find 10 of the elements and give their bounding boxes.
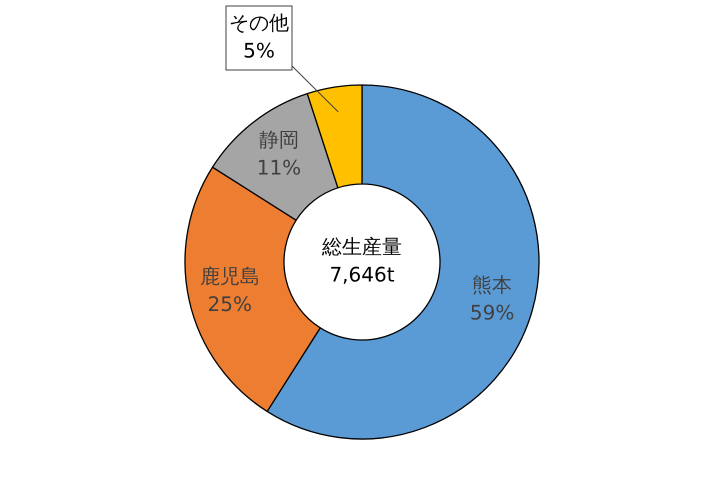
data-label: 5% [243,38,275,62]
data-label: 25% [208,292,252,316]
text: 総生産量 [322,234,402,258]
slice-label: 熊本 [472,272,512,296]
slice-label: 鹿児島 [200,264,260,288]
data-label: 59% [470,300,514,324]
slice-label: 静岡 [258,127,299,152]
data-label: 11% [256,155,302,180]
text: 7,646t [329,262,395,286]
slice-label: その他 [229,10,289,34]
